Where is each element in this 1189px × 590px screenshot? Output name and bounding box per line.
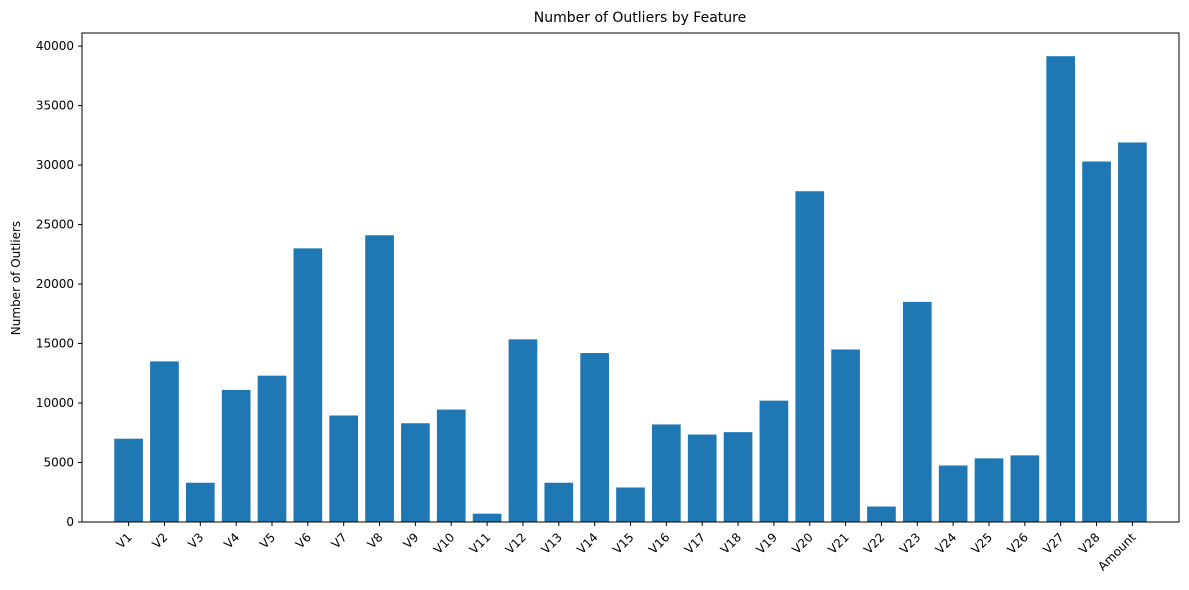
x-tick-label: V6	[293, 530, 314, 551]
x-tick-label: V20	[789, 530, 816, 557]
bar-v22	[867, 506, 896, 522]
x-tick-label: V13	[538, 530, 565, 557]
bar-v12	[508, 339, 538, 522]
x-tick-label: V12	[503, 530, 530, 557]
x-tick-label: V15	[610, 530, 637, 557]
bar-v2	[150, 361, 179, 522]
x-tick-label: V9	[400, 530, 421, 551]
bar-v25	[974, 458, 1004, 522]
bar-v18	[723, 432, 753, 522]
bar-v13	[544, 482, 574, 522]
x-tick-label: Amount	[1095, 530, 1138, 573]
y-tick-label: 30000	[36, 158, 74, 172]
bar-v27	[1046, 56, 1076, 522]
bar-v23	[902, 301, 932, 522]
x-tick-label: V1	[114, 530, 135, 551]
bar-v4	[221, 389, 251, 522]
x-tick-label: V2	[149, 530, 170, 551]
y-tick-label: 20000	[36, 277, 74, 291]
bar-v6	[293, 248, 323, 522]
x-tick-label: V23	[897, 530, 924, 557]
x-tick-label: V27	[1040, 530, 1067, 557]
x-tick-label: V21	[825, 530, 852, 557]
x-tick-label: V4	[221, 530, 242, 551]
bar-v28	[1082, 161, 1111, 522]
bar-v11	[472, 513, 502, 522]
bar-v3	[185, 482, 215, 522]
y-axis-ticks: 0 5000 10000 15000 20000 25000 30000 35000 40000	[36, 39, 82, 529]
x-tick-label: V26	[1004, 530, 1031, 557]
plot-frame	[81, 32, 1180, 523]
y-tick-label: 25000	[36, 218, 74, 232]
bar-v20	[795, 191, 825, 523]
x-tick-label: V19	[754, 530, 781, 557]
bar-v24	[938, 465, 968, 522]
bar-v19	[759, 400, 789, 522]
y-tick-label: 15000	[36, 337, 74, 351]
bar-v1	[114, 438, 143, 522]
bar-series	[114, 56, 1147, 523]
y-tick-label: 40000	[36, 39, 74, 53]
bar-v16	[652, 424, 681, 522]
bar-amount	[1118, 142, 1147, 522]
x-tick-label: V7	[329, 530, 350, 551]
y-tick-label: 35000	[36, 99, 74, 113]
x-tick-label: V10	[431, 530, 458, 557]
bar-v9	[401, 423, 430, 522]
y-tick-label: 0	[66, 515, 74, 529]
bar-v5	[257, 375, 287, 522]
y-axis-label: Number of Outliers	[9, 221, 23, 335]
bar-v10	[436, 409, 466, 522]
x-tick-label: V24	[933, 530, 960, 557]
x-tick-label: V18	[718, 530, 745, 557]
x-tick-label: V16	[646, 530, 673, 557]
x-tick-label: V11	[467, 530, 494, 557]
bar-v8	[365, 235, 394, 522]
bar-v17	[687, 434, 717, 522]
bar-v15	[616, 487, 645, 522]
x-tick-label: V25	[969, 530, 996, 557]
x-tick-label: V3	[185, 530, 206, 551]
x-tick-label: V14	[574, 530, 601, 557]
bar-v7	[329, 415, 359, 522]
x-axis-ticks: V1 V2 V3 V4 V5 V6 V7 V8 V9 V10 V11 V12 V13 V14 V15 V16 V…	[114, 522, 1139, 573]
chart-title: Number of Outliers by Feature	[534, 10, 746, 26]
x-tick-label: V28	[1076, 530, 1103, 557]
y-tick-label: 10000	[36, 396, 74, 410]
x-tick-label: V17	[682, 530, 709, 557]
bar-v26	[1010, 455, 1040, 522]
y-tick-label: 5000	[43, 456, 74, 470]
bar-v21	[831, 349, 860, 522]
bar-v14	[580, 353, 609, 522]
x-tick-label: V22	[861, 530, 888, 557]
x-tick-label: V5	[257, 530, 278, 551]
x-tick-label: V8	[365, 530, 386, 551]
